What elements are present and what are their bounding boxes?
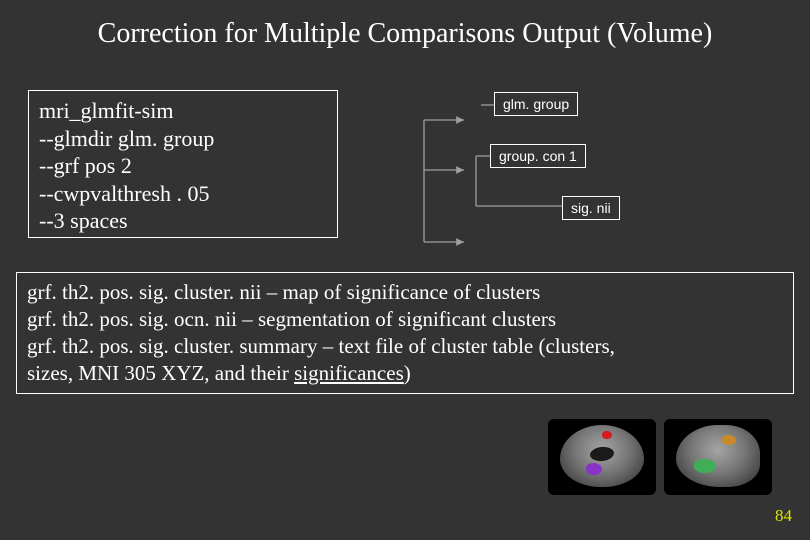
folder-tree: glm. group group. con 1 sig. nii (378, 88, 668, 248)
brain-sagittal-outline (676, 425, 760, 487)
brain-axial (548, 419, 656, 495)
output-line-3: grf. th2. pos. sig. cluster. summary – t… (27, 333, 783, 360)
cmd-line-0: mri_glmfit-sim (39, 97, 327, 125)
activation-blob (694, 459, 716, 473)
brain-sagittal (664, 419, 772, 495)
cmd-line-3: --cwpvalthresh . 05 (39, 180, 327, 208)
file-cluster-nii: grf. th2. pos. sig. cluster. nii (27, 280, 262, 304)
slide-number: 84 (775, 506, 792, 526)
activation-blob (602, 431, 612, 439)
file-cluster-summary: grf. th2. pos. sig. cluster. summary (27, 334, 317, 358)
desc-2: – segmentation of significant clusters (237, 307, 556, 331)
file-ocn-nii: grf. th2. pos. sig. ocn. nii (27, 307, 237, 331)
outputs-box: grf. th2. pos. sig. cluster. nii – map o… (16, 272, 794, 394)
desc-1: – map of significance of clusters (262, 280, 541, 304)
tree-node-glm-group: glm. group (494, 92, 578, 116)
desc-4b: ) (404, 361, 411, 385)
tree-node-sig-nii: sig. nii (562, 196, 620, 220)
cmd-line-2: --grf pos 2 (39, 152, 327, 180)
desc-4a: sizes, MNI 305 XYZ, and their (27, 361, 294, 385)
cmd-line-1: --glmdir glm. group (39, 125, 327, 153)
brain-thumbnails (548, 418, 782, 496)
activation-blob (722, 435, 736, 445)
activation-blob (586, 463, 602, 475)
cmd-line-4: --3 spaces (39, 207, 327, 235)
command-box: mri_glmfit-sim --glmdir glm. group --grf… (28, 90, 338, 238)
output-line-1: grf. th2. pos. sig. cluster. nii – map o… (27, 279, 783, 306)
desc-4-underlined: significances (294, 361, 404, 385)
output-line-4: sizes, MNI 305 XYZ, and their significan… (27, 360, 783, 387)
desc-3: – text file of cluster table (clusters, (317, 334, 614, 358)
tree-node-group-con1: group. con 1 (490, 144, 586, 168)
output-line-2: grf. th2. pos. sig. ocn. nii – segmentat… (27, 306, 783, 333)
slide-title: Correction for Multiple Comparisons Outp… (0, 18, 810, 50)
